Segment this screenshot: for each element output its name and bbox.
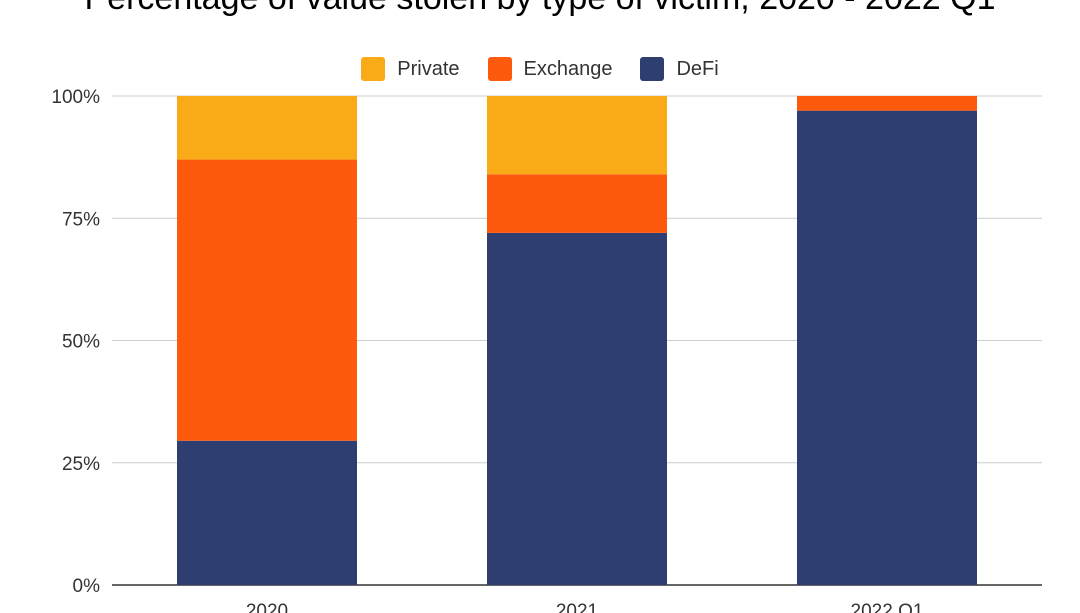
legend-label-defi: DeFi	[676, 58, 719, 80]
bar-segment-private	[487, 96, 667, 175]
legend-label-private: Private	[397, 58, 460, 80]
legend-swatch-private	[361, 57, 386, 81]
y-tick-label: 25%	[62, 454, 100, 475]
bar-segment-exchange	[487, 174, 667, 233]
y-tick-label: 100%	[51, 87, 100, 108]
legend-swatch-defi	[640, 57, 665, 81]
legend-swatch-exchange	[487, 57, 512, 81]
legend-label-exchange: Exchange	[523, 58, 613, 80]
legend-item-private: Private	[361, 56, 460, 82]
bar-segment-exchange	[177, 159, 357, 441]
y-tick-label: 50%	[62, 332, 100, 353]
x-axis-ticks: 2020 2021 2022 Q1	[246, 601, 924, 613]
y-tick-label: 75%	[62, 209, 100, 230]
legend-item-defi: DeFi	[640, 56, 719, 82]
chart-legend: Private Exchange DeFi	[0, 56, 1080, 82]
x-tick-label: 2021	[556, 601, 598, 613]
x-tick-label: 2020	[246, 601, 288, 613]
bar-segment-defi	[177, 440, 357, 585]
bars-layer	[177, 96, 977, 586]
legend-item-exchange: Exchange	[487, 56, 613, 82]
x-tick-label: 2022 Q1	[851, 601, 924, 613]
bar-segment-defi	[487, 232, 667, 586]
bar-segment-private	[177, 96, 357, 160]
y-axis-ticks: 0% 25% 50% 75% 100%	[51, 87, 100, 597]
bar-segment-defi	[797, 110, 977, 586]
bar-segment-exchange	[797, 96, 977, 111]
chart-title: Percentage of value stolen by type of vi…	[0, 0, 1080, 18]
y-tick-label: 0%	[73, 576, 101, 597]
